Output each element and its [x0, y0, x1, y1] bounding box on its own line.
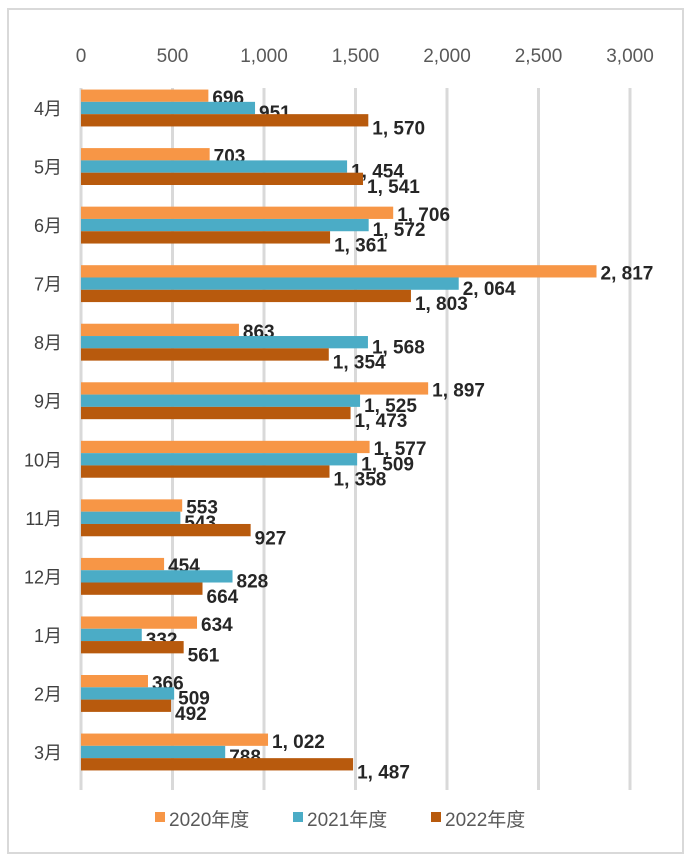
x-tick-label: 1,500 — [332, 46, 380, 67]
bar — [81, 382, 429, 395]
bar — [81, 582, 203, 595]
bar — [81, 172, 364, 185]
bar — [81, 101, 256, 115]
legend-swatch — [155, 812, 165, 822]
bar — [81, 440, 370, 454]
bar — [81, 336, 368, 349]
data-label: 927 — [255, 528, 287, 549]
data-label: 1, 361 — [334, 236, 387, 257]
bar — [81, 265, 597, 278]
data-label: 509 — [178, 689, 210, 710]
data-label: 1, 454 — [351, 162, 404, 183]
category-label: 2月 — [34, 684, 62, 704]
bar — [81, 465, 330, 478]
legend-swatch — [431, 812, 441, 822]
x-tick-label: 1,000 — [240, 46, 288, 67]
x-tick-label: 2,500 — [515, 46, 563, 67]
bar — [81, 206, 394, 219]
bar — [81, 557, 165, 571]
bar — [81, 289, 411, 303]
bar — [81, 160, 348, 173]
category-label: 3月 — [34, 743, 62, 763]
bar — [81, 523, 251, 537]
x-tick-label: 3,000 — [606, 46, 654, 67]
data-label: 1, 572 — [373, 220, 426, 241]
bar — [81, 758, 354, 771]
data-label: 664 — [207, 587, 239, 608]
bar — [81, 114, 369, 127]
bar — [81, 641, 184, 654]
data-label: 1, 525 — [364, 396, 417, 417]
category-label: 4月 — [34, 99, 62, 119]
bar — [81, 453, 358, 466]
data-label: 828 — [237, 572, 269, 593]
legend-label: 2021年度 — [307, 809, 387, 831]
data-label: 1, 706 — [397, 205, 450, 226]
bar — [81, 511, 181, 524]
category-label: 1月 — [34, 626, 62, 646]
bar — [81, 323, 239, 337]
category-label: 5月 — [34, 158, 62, 178]
data-label: 1, 358 — [334, 470, 387, 491]
bar — [81, 745, 226, 759]
bar — [81, 277, 459, 290]
data-label: 2, 064 — [463, 279, 516, 300]
data-label: 553 — [186, 498, 218, 519]
bar — [81, 687, 175, 700]
bar — [81, 570, 233, 583]
category-label: 6月 — [34, 216, 62, 236]
bar — [81, 148, 210, 161]
category-label: 8月 — [34, 333, 62, 353]
bar — [81, 231, 331, 244]
bar — [81, 218, 369, 232]
data-label: 1, 577 — [374, 439, 427, 460]
bar — [81, 699, 172, 712]
bar — [81, 628, 142, 642]
data-label: 1, 354 — [333, 353, 386, 374]
bar — [81, 733, 269, 746]
data-label: 2, 817 — [601, 263, 654, 284]
data-label: 1, 509 — [361, 454, 414, 475]
x-tick-label: 500 — [157, 46, 189, 67]
category-label: 12月 — [24, 567, 62, 587]
bar — [81, 675, 148, 688]
x-tick-label: 0 — [76, 46, 87, 67]
data-label: 1, 803 — [415, 294, 468, 315]
data-label: 1, 897 — [432, 381, 485, 402]
bar — [81, 348, 329, 361]
data-label: 1, 487 — [357, 762, 410, 783]
legend-label: 2022年度 — [445, 809, 525, 831]
x-tick-label: 2,000 — [423, 46, 471, 67]
category-label: 7月 — [34, 275, 62, 295]
data-label: 561 — [188, 645, 220, 666]
legend-swatch — [293, 812, 303, 822]
data-label: 1, 473 — [355, 411, 408, 432]
data-label: 492 — [175, 704, 207, 725]
category-label: 11月 — [25, 509, 62, 529]
legend-label: 2020年度 — [169, 809, 249, 831]
data-label: 1, 570 — [372, 118, 425, 139]
bar — [81, 394, 361, 407]
bar — [81, 406, 351, 420]
bar — [81, 616, 198, 629]
category-label: 10月 — [24, 450, 62, 470]
bar — [81, 89, 209, 102]
bar — [81, 499, 183, 512]
category-label: 9月 — [34, 392, 62, 412]
data-label: 634 — [201, 615, 233, 636]
chart-frame — [7, 8, 684, 854]
data-label: 1, 022 — [272, 732, 325, 753]
data-label: 1, 541 — [367, 177, 420, 198]
data-label: 1, 568 — [372, 337, 425, 358]
